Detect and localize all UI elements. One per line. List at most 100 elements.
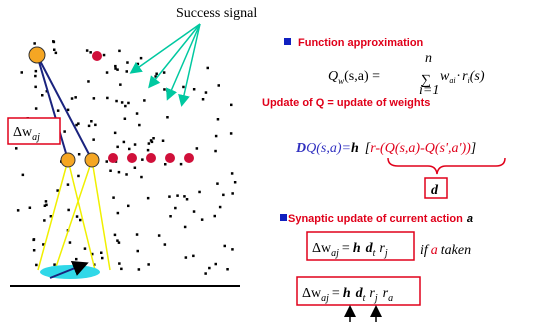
dot: [69, 241, 72, 244]
dot: [86, 49, 89, 52]
sum-top: n: [425, 51, 432, 66]
dot: [116, 146, 119, 149]
dot: [119, 83, 122, 86]
dot: [150, 139, 153, 142]
q: Q(s,a)=: [306, 141, 351, 156]
bullet: [280, 214, 287, 221]
dot: [103, 54, 106, 57]
dot: [56, 189, 59, 192]
dot: [166, 116, 169, 119]
subscript: t: [373, 248, 376, 259]
dot: [143, 99, 146, 102]
dot: [115, 100, 118, 103]
dot: [114, 67, 117, 70]
dot: [208, 267, 211, 270]
dot: [141, 158, 144, 161]
dot: [222, 194, 225, 197]
subscript: aj: [321, 293, 329, 304]
dot: [147, 197, 150, 200]
dot: [140, 57, 143, 60]
dot: [125, 173, 128, 176]
dot: [226, 268, 229, 271]
dot: [76, 215, 79, 218]
dot: [183, 195, 186, 198]
dot: [15, 147, 18, 150]
dot: [126, 61, 129, 64]
neuron: [92, 51, 102, 61]
dot: [193, 88, 196, 91]
dot: [106, 71, 109, 74]
dot: [182, 86, 185, 89]
section-title: Function approximation: [298, 37, 424, 49]
dot: [128, 148, 131, 151]
projection: [38, 160, 68, 270]
dot: [88, 125, 91, 128]
dot: [207, 67, 210, 70]
dot: [89, 51, 92, 54]
signal-arrows: [132, 24, 200, 104]
dot: [118, 262, 121, 265]
eq: =: [332, 286, 340, 301]
dot: [114, 132, 117, 135]
dot: [155, 73, 158, 76]
dot: ·: [457, 69, 461, 84]
slide: Δwaj Success signal Function approximati…: [0, 0, 533, 324]
dot: [34, 75, 37, 78]
dot: [137, 63, 140, 65]
dot: [123, 141, 126, 144]
delta: Δw: [13, 125, 33, 140]
dot: [79, 219, 82, 222]
place-field: [40, 265, 100, 279]
term: wai·ri(s): [440, 69, 485, 85]
args: (s,a) =: [344, 69, 380, 84]
dot: [74, 96, 77, 99]
dot: [231, 172, 234, 175]
dot: [164, 163, 167, 166]
dot: [216, 182, 219, 185]
dot: [224, 245, 227, 248]
dot: [90, 120, 93, 123]
dot: [202, 98, 205, 101]
dot: [33, 249, 36, 252]
dot: [180, 163, 183, 166]
dot: [45, 204, 48, 207]
dot: [29, 207, 32, 210]
bullet: [284, 38, 291, 45]
dot: [218, 84, 221, 87]
dot: [94, 124, 97, 127]
dot: [152, 137, 155, 140]
dot: [75, 258, 78, 261]
title-text: Synaptic update of current action: [288, 213, 463, 225]
dot: [127, 102, 130, 105]
subscript: a: [388, 293, 393, 304]
dot: [215, 135, 218, 138]
dot: [169, 215, 172, 218]
dot: [116, 239, 119, 242]
eq: =: [342, 241, 350, 256]
dot: [106, 160, 109, 163]
dot: [118, 171, 121, 174]
bracket: ]: [470, 141, 476, 156]
sum-bottom: i=1: [419, 83, 439, 98]
dot: [214, 150, 217, 153]
dot: [117, 212, 120, 215]
dot: [193, 210, 196, 213]
dot: [134, 143, 137, 146]
dot: [33, 42, 36, 45]
dot: [55, 52, 58, 55]
dot: [174, 207, 177, 210]
dot: [184, 226, 187, 229]
dot: [138, 268, 141, 271]
dot: [147, 263, 150, 266]
dot: [93, 97, 96, 100]
dot: [41, 94, 44, 97]
dot: [45, 200, 48, 203]
neuron: [61, 153, 75, 167]
dot: [53, 49, 56, 52]
dot: [168, 195, 171, 198]
neuron: [108, 153, 118, 163]
neuron: [127, 153, 137, 163]
h: h: [353, 241, 361, 256]
page: Δwaj Success signal Function approximati…: [0, 0, 533, 324]
neuron: [165, 153, 175, 163]
